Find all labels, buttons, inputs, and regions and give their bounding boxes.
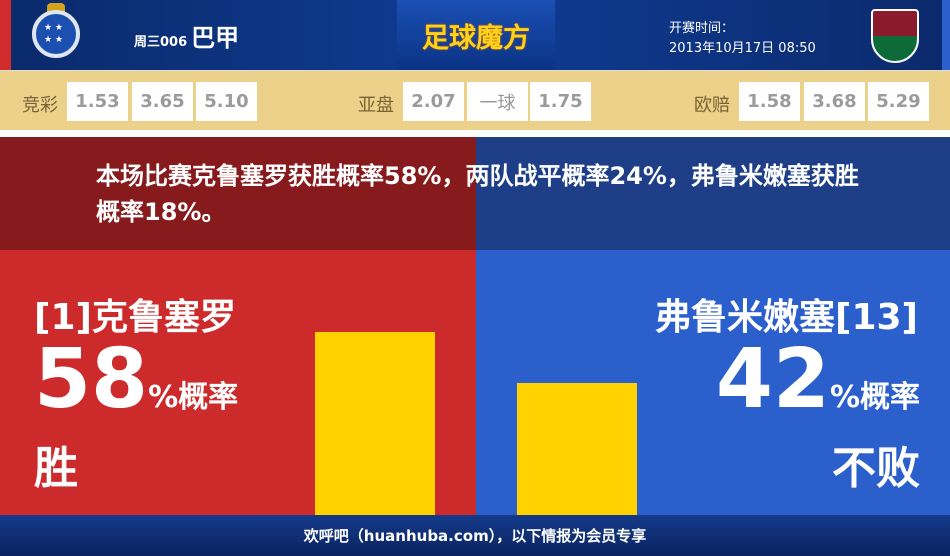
- league-name: 巴甲: [191, 24, 240, 52]
- summary-bg-away: [476, 137, 950, 250]
- away-color-strip: [942, 0, 950, 70]
- odds-bar: 竞彩 1.53 3.65 5.10 亚盘 2.07 一球 1.75 欧赔 1.5…: [0, 70, 950, 130]
- home-percent-unit: %概率: [148, 380, 239, 415]
- site-logo: 足球魔方: [397, 0, 555, 70]
- home-probability-bar: [315, 332, 435, 515]
- odds-value: 5.29: [868, 82, 929, 121]
- match-number: 周三006: [134, 35, 188, 50]
- odds-value: 1.53: [67, 82, 128, 121]
- jingcai-label: 竞彩: [22, 95, 58, 116]
- odds-value: 1.75: [530, 82, 591, 121]
- kickoff: 开赛时间： 2013年10月17日 08:50: [669, 19, 816, 59]
- away-result: 不败: [832, 443, 920, 494]
- away-team-crest: [871, 9, 919, 63]
- away-panel: [476, 250, 950, 515]
- away-percent: 42%概率: [716, 335, 920, 443]
- away-team-name: 弗鲁米嫩塞[13]: [654, 297, 918, 338]
- home-percent-value: 58: [34, 332, 149, 427]
- home-percent: 58%概率: [34, 335, 238, 443]
- match-info: 周三006 巴甲: [134, 18, 239, 53]
- home-color-strip: [0, 0, 11, 70]
- odds-value: 5.10: [196, 82, 257, 121]
- away-percent-value: 42: [715, 332, 830, 427]
- home-team-crest: [32, 10, 80, 58]
- odds-value: 2.07: [403, 82, 464, 121]
- home-team-name: [1]克鲁塞罗: [34, 297, 236, 338]
- away-probability-bar: [517, 382, 637, 515]
- summary-bg-home: [0, 137, 476, 250]
- odds-value: 1.58: [739, 82, 800, 121]
- kickoff-label: 开赛时间：: [669, 21, 735, 36]
- prediction-summary: 本场比赛克鲁塞罗获胜概率58%，两队战平概率24%，弗鲁米嫩塞获胜概率18%。: [96, 162, 859, 226]
- home-result: 胜: [34, 443, 78, 494]
- odds-value: 3.65: [132, 82, 193, 121]
- handicap-value: 一球: [467, 82, 528, 121]
- kickoff-time: 2013年10月17日 08:50: [669, 41, 816, 56]
- crown-icon: [47, 3, 65, 12]
- home-panel: [0, 250, 476, 515]
- footer-banner[interactable]: 欢呼吧（huanhuba.com），以下情报为会员专享: [0, 515, 950, 556]
- oupei-label: 欧赔: [694, 95, 730, 116]
- away-percent-unit: %概率: [829, 380, 920, 415]
- yapan-label: 亚盘: [358, 95, 394, 116]
- odds-value: 3.68: [804, 82, 865, 121]
